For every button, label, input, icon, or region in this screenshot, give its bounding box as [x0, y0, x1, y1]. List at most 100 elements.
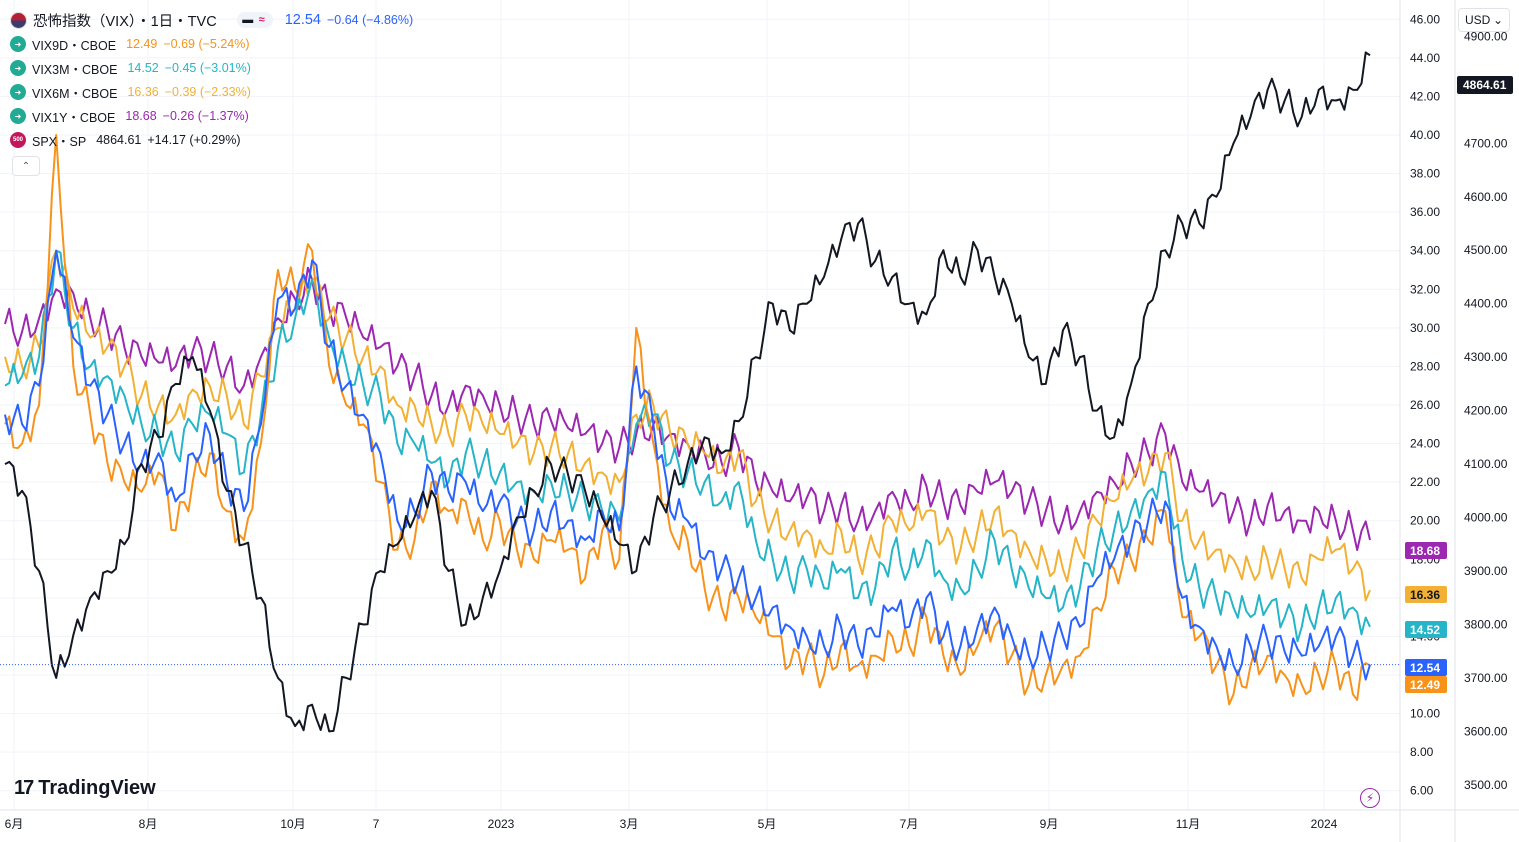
y-right-tick-label: 4400.00	[1464, 297, 1508, 311]
y-left-tick-label: 6.00	[1410, 784, 1434, 798]
x-tick-label: 3月	[620, 817, 639, 831]
tradingview-logo[interactable]: 17 TradingView	[14, 777, 156, 800]
legend-row[interactable]: ➜ VIX3M・CBOE 14.52 −0.45 (−3.01%)	[10, 56, 413, 80]
y-left-tick-label: 40.00	[1410, 128, 1440, 142]
legend-main-row[interactable]: 恐怖指数（VIX）・1日・TVC ▬ ≈ 12.54 −0.64 (−4.86%…	[10, 8, 413, 32]
price-tag	[1457, 76, 1513, 94]
legend-value: 4864.61	[96, 133, 142, 147]
legend-row[interactable]: ➜ VIX9D・CBOE 12.49 −0.69 (−5.24%)	[10, 32, 413, 56]
price-tag-label: 4864.61	[1463, 78, 1507, 92]
y-right-tick-label: 4900.00	[1464, 29, 1508, 43]
y-left-tick-label: 28.00	[1410, 359, 1440, 373]
legend-symbol: SPX・SP	[32, 134, 87, 149]
price-tag-label: 16.36	[1410, 588, 1440, 602]
y-right-tick-label: 3700.00	[1464, 671, 1508, 685]
y-left-tick-label: 34.00	[1410, 244, 1440, 258]
price-tag	[1405, 542, 1447, 559]
y-right-tick-label: 4700.00	[1464, 136, 1508, 150]
minus-icon[interactable]: ▬	[242, 14, 254, 26]
y-right-tick-label: 3900.00	[1464, 564, 1508, 578]
legend-row[interactable]: ➜ VIX6M・CBOE 16.36 −0.39 (−2.33%)	[10, 80, 413, 104]
x-tick-label: 6月	[5, 817, 24, 831]
main-change: −0.64 (−4.86%)	[326, 13, 414, 27]
series-line	[4, 249, 1371, 602]
y-left-tick-label: 36.00	[1410, 205, 1440, 219]
price-tag-label: 18.68	[1410, 544, 1440, 558]
y-right-tick-label: 3500.00	[1464, 778, 1508, 792]
price-tag	[1405, 586, 1447, 603]
legend-value: 16.36	[127, 85, 159, 99]
y-right-tick-label: 4600.00	[1464, 190, 1508, 204]
x-tick-label: 9月	[1040, 817, 1059, 831]
y-left-tick-label: 30.00	[1410, 321, 1440, 335]
series-line	[4, 249, 1371, 643]
legend-row[interactable]: 500 SPX・SP 4864.61 +14.17 (+0.29%)	[10, 128, 413, 152]
legend-change: +14.17 (+0.29%)	[147, 133, 241, 147]
x-tick-label: 10月	[280, 817, 305, 831]
y-right-tick-label: 4300.00	[1464, 350, 1508, 364]
price-tags: 18.68 16.36 14.52 12.49 12.54 4864.61	[1405, 76, 1513, 693]
logo-text: TradingView	[38, 777, 156, 799]
price-tag	[1405, 659, 1447, 676]
currency-label: USD	[1465, 13, 1491, 27]
y-left-tick-label: 22.00	[1410, 475, 1440, 489]
price-tag-label: 12.49	[1410, 678, 1440, 692]
arrow-icon: ➜	[10, 108, 26, 124]
legend: 恐怖指数（VIX）・1日・TVC ▬ ≈ 12.54 −0.64 (−4.86%…	[10, 8, 413, 152]
legend-row[interactable]: ➜ VIX1Y・CBOE 18.68 −0.26 (−1.37%)	[10, 104, 413, 128]
x-tick-label: 2023	[488, 817, 515, 831]
price-tag	[1405, 676, 1447, 693]
x-tick-label: 7	[373, 817, 380, 831]
y-left-tick-label: 44.00	[1410, 51, 1440, 65]
x-tick-label: 8月	[139, 817, 158, 831]
price-tag-label: 12.54	[1410, 661, 1440, 675]
y-left-tick-label: 24.00	[1410, 437, 1440, 451]
us-flag-icon	[10, 11, 27, 29]
x-tick-label: 11月	[1176, 817, 1200, 831]
legend-change: −0.39 (−2.33%)	[164, 85, 251, 99]
currency-selector[interactable]: USD ⌄	[1458, 8, 1510, 32]
legend-symbol: VIX1Y・CBOE	[32, 110, 116, 125]
y-left-tick-label: 32.00	[1410, 282, 1440, 296]
legend-change: −0.45 (−3.01%)	[164, 61, 251, 75]
legend-symbol: VIX6M・CBOE	[32, 86, 118, 101]
series-layer	[0, 51, 1400, 733]
y-left-tick-label: 8.00	[1410, 745, 1434, 759]
legend-symbol: VIX3M・CBOE	[32, 62, 118, 77]
legend-value: 18.68	[125, 109, 157, 123]
chevron-up-icon: ⌃	[21, 160, 31, 172]
y-left-tick-label: 42.00	[1410, 89, 1440, 103]
arrow-icon: ➜	[10, 60, 26, 76]
y-right-tick-label: 4100.00	[1464, 457, 1508, 471]
y-right-tick-label: 3600.00	[1464, 724, 1508, 738]
collapse-legend-button[interactable]: ⌃	[12, 156, 40, 176]
chevron-down-icon: ⌄	[1492, 13, 1503, 27]
legend-value: 12.49	[126, 37, 158, 51]
y-left-tick-label: 10.00	[1410, 707, 1440, 721]
y-right-tick-label: 4200.00	[1464, 404, 1508, 418]
x-tick-label: 7月	[900, 817, 919, 831]
y-left-tick-label: 26.00	[1410, 398, 1440, 412]
y-left-tick-label: 20.00	[1410, 514, 1440, 528]
main-value: 12.54	[284, 12, 321, 28]
legend-value: 14.52	[127, 61, 159, 75]
series-line	[4, 51, 1371, 733]
tradingview-logo-icon: 17	[14, 777, 34, 799]
y-right-tick-label: 4500.00	[1464, 243, 1508, 257]
legend-change: −0.69 (−5.24%)	[163, 37, 250, 51]
arrow-icon: ➜	[10, 84, 26, 100]
compare-icon[interactable]: ≈	[258, 14, 265, 26]
y-right-tick-label: 4000.00	[1464, 511, 1508, 525]
x-tick-label: 2024	[1311, 817, 1338, 831]
legend-change: −0.26 (−1.37%)	[162, 109, 249, 123]
price-tag	[1405, 621, 1447, 638]
price-tag-label: 14.52	[1410, 623, 1440, 637]
y-left-tick-label: 46.00	[1410, 12, 1440, 26]
lightning-icon[interactable]: ⚡	[1360, 788, 1380, 808]
compare-pill[interactable]: ▬ ≈	[236, 12, 273, 28]
sp500-icon: 500	[10, 132, 26, 148]
legend-symbol: VIX9D・CBOE	[32, 38, 117, 53]
series-line	[4, 134, 1371, 706]
